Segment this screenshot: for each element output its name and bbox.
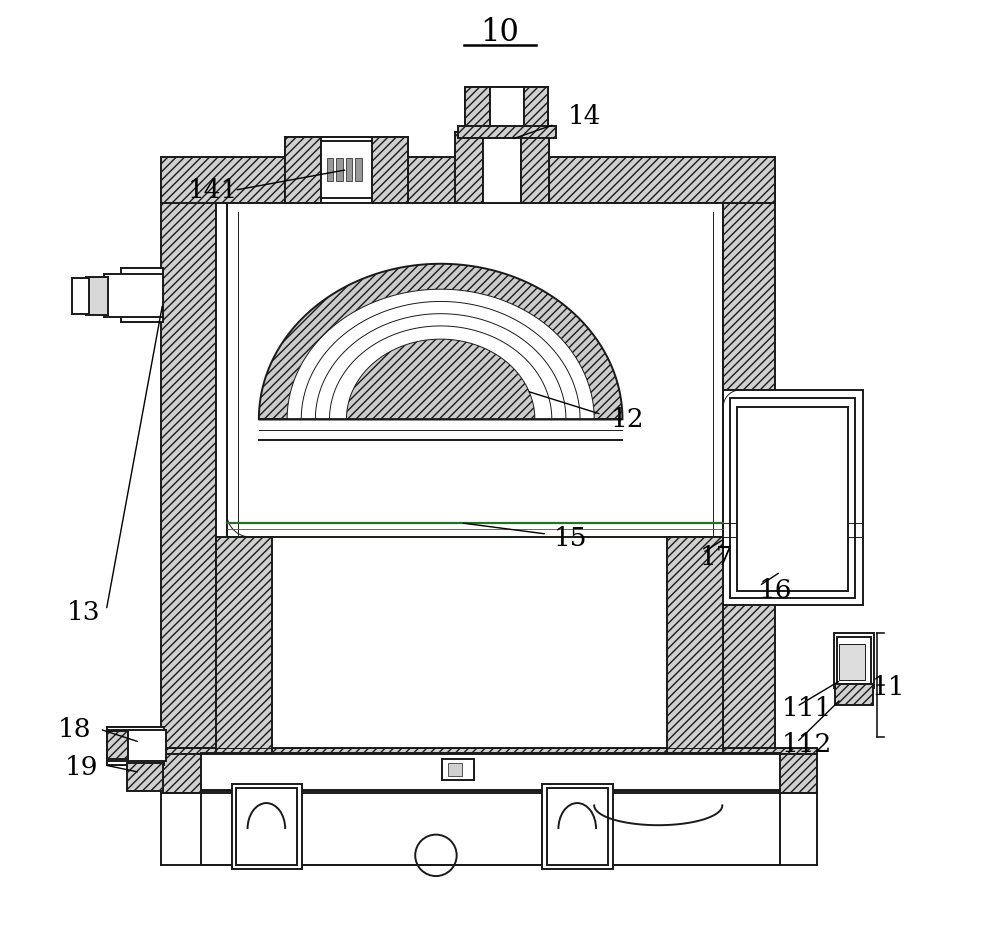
Bar xyxy=(86,277,108,315)
Polygon shape xyxy=(287,289,594,419)
Bar xyxy=(161,748,817,793)
Bar xyxy=(216,537,272,754)
Bar xyxy=(839,644,865,680)
Bar xyxy=(161,157,775,203)
Bar xyxy=(448,763,462,776)
Bar xyxy=(723,174,775,754)
Bar xyxy=(121,268,163,322)
Text: 12: 12 xyxy=(610,407,644,431)
Text: 141: 141 xyxy=(188,178,238,203)
Bar xyxy=(216,203,723,754)
Bar xyxy=(201,753,780,790)
Bar xyxy=(834,633,874,688)
Bar xyxy=(355,158,362,181)
Text: 17: 17 xyxy=(700,545,733,570)
Bar xyxy=(107,727,164,765)
Bar xyxy=(490,87,524,132)
Bar xyxy=(835,684,873,705)
Bar xyxy=(232,784,302,869)
Text: 11: 11 xyxy=(871,675,905,700)
Bar xyxy=(442,759,474,780)
Bar xyxy=(455,132,483,203)
Bar xyxy=(336,158,343,181)
Bar xyxy=(327,158,333,181)
Bar xyxy=(737,407,848,591)
Bar xyxy=(521,132,549,203)
Bar xyxy=(837,637,871,684)
Text: 19: 19 xyxy=(65,755,99,780)
Text: 10: 10 xyxy=(481,18,519,48)
Bar xyxy=(236,788,297,865)
Text: 16: 16 xyxy=(758,578,792,603)
Bar xyxy=(72,278,89,314)
Bar xyxy=(542,784,613,869)
Text: 13: 13 xyxy=(67,600,100,625)
Bar xyxy=(321,141,372,198)
Bar xyxy=(127,763,163,791)
Bar xyxy=(161,174,216,754)
Bar xyxy=(285,137,408,203)
Polygon shape xyxy=(346,339,535,419)
Bar xyxy=(465,87,490,132)
Bar xyxy=(483,132,521,203)
Text: 14: 14 xyxy=(568,105,602,129)
Bar xyxy=(730,398,855,598)
Bar xyxy=(285,137,321,203)
Bar xyxy=(107,731,128,759)
Bar xyxy=(104,274,163,317)
Bar xyxy=(723,390,863,605)
Text: 15: 15 xyxy=(554,527,587,551)
Bar xyxy=(547,788,608,865)
Bar xyxy=(458,126,556,138)
Bar xyxy=(372,137,408,203)
Bar xyxy=(346,158,352,181)
Bar xyxy=(227,203,723,537)
Polygon shape xyxy=(259,264,622,419)
Bar xyxy=(201,791,780,865)
Bar xyxy=(667,537,723,754)
Text: 111: 111 xyxy=(782,696,832,721)
Text: 112: 112 xyxy=(782,732,832,756)
Text: 18: 18 xyxy=(57,717,91,741)
Bar xyxy=(107,730,166,761)
Bar xyxy=(524,87,548,132)
